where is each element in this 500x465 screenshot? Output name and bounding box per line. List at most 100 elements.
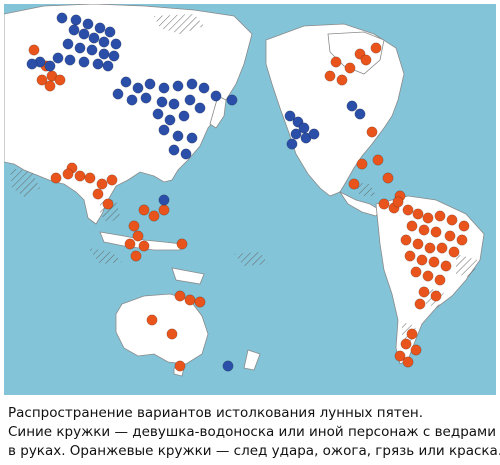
hatch-brazil: [456, 254, 478, 278]
orange-marker-53: [418, 224, 430, 236]
orange-marker-62: [404, 250, 416, 262]
orange-marker-10: [50, 172, 62, 184]
orange-marker-54: [430, 226, 442, 238]
world-map: [4, 4, 496, 395]
orange-marker-44: [378, 198, 390, 210]
orange-marker-51: [458, 220, 470, 232]
blue-marker-41: [164, 114, 176, 126]
orange-marker-36: [324, 70, 336, 82]
blue-marker-8: [88, 32, 100, 44]
orange-marker-71: [414, 298, 426, 310]
blue-marker-56: [346, 100, 358, 112]
blue-marker-1: [56, 12, 68, 24]
orange-marker-65: [440, 260, 452, 272]
blue-marker-14: [98, 48, 110, 60]
new-zealand: [243, 349, 261, 371]
orange-marker-46: [402, 204, 414, 216]
orange-marker-21: [124, 238, 136, 250]
blue-marker-33: [112, 88, 124, 100]
orange-marker-5: [44, 80, 56, 92]
orange-marker-52: [406, 220, 418, 232]
orange-marker-76: [402, 356, 414, 368]
orange-marker-32: [344, 62, 356, 74]
blue-marker-3: [82, 18, 94, 30]
orange-marker-16: [138, 204, 150, 216]
orange-marker-73: [400, 338, 412, 350]
blue-marker-25: [132, 82, 144, 94]
japan: [209, 95, 227, 129]
orange-marker-9: [62, 168, 74, 180]
orange-marker-64: [428, 256, 440, 268]
blue-marker-7: [78, 28, 90, 40]
blue-marker-48: [158, 194, 170, 206]
blue-marker-36: [156, 96, 168, 108]
blue-marker-11: [62, 38, 74, 50]
orange-marker-15: [102, 198, 114, 210]
blue-marker-29: [186, 78, 198, 90]
orange-marker-77: [392, 196, 404, 208]
blue-marker-54: [286, 138, 298, 150]
map-canvas: [4, 4, 496, 395]
blue-marker-52: [290, 128, 302, 140]
orange-marker-6: [54, 74, 66, 86]
orange-marker-57: [400, 234, 412, 246]
orange-marker-58: [412, 238, 424, 250]
orange-marker-74: [410, 344, 422, 356]
blue-marker-5: [104, 26, 116, 38]
blue-marker-17: [64, 54, 76, 66]
blue-marker-4: [94, 22, 106, 34]
blue-marker-55: [308, 128, 320, 140]
blue-marker-32: [226, 94, 238, 106]
blue-marker-27: [158, 82, 170, 94]
blue-marker-58: [222, 360, 234, 372]
blue-marker-45: [186, 132, 198, 144]
blue-marker-49: [284, 110, 296, 122]
blue-marker-38: [184, 94, 196, 106]
hatch-mexico: [354, 182, 376, 196]
orange-marker-56: [456, 234, 468, 246]
orange-marker-47: [412, 208, 424, 220]
blue-marker-13: [86, 44, 98, 56]
orange-marker-20: [132, 230, 144, 242]
orange-marker-61: [448, 246, 460, 258]
hatch-new-guinea: [88, 248, 122, 264]
orange-marker-49: [434, 210, 446, 222]
blue-marker-30: [198, 82, 210, 94]
blue-markers: [26, 12, 366, 372]
orange-marker-41: [356, 158, 368, 170]
blue-marker-18: [78, 56, 90, 68]
blue-marker-6: [68, 24, 80, 36]
blue-marker-16: [52, 52, 64, 64]
orange-marker-66: [410, 266, 422, 278]
orange-marker-59: [424, 242, 436, 254]
orange-marker-14: [92, 188, 104, 200]
caption-line-3: в руках. Оранжевые кружки — след удара, …: [8, 443, 500, 459]
blue-marker-26: [144, 78, 156, 90]
orange-marker-37: [336, 74, 348, 86]
orange-marker-11: [84, 172, 96, 184]
blue-marker-40: [152, 108, 164, 120]
orange-marker-30: [174, 360, 186, 372]
blue-marker-2: [70, 14, 82, 26]
orange-marker-55: [444, 230, 456, 242]
orange-marker-63: [416, 254, 428, 266]
orange-marker-27: [194, 296, 206, 308]
hatch-pacific-islands: [234, 252, 268, 266]
blue-marker-35: [140, 92, 152, 104]
orange-marker-19: [128, 220, 140, 232]
orange-marker-12: [96, 178, 108, 190]
map-caption: Распространение вариантов истолкования л…: [8, 404, 500, 461]
orange-marker-26: [184, 294, 196, 306]
blue-marker-44: [172, 130, 184, 142]
orange-marker-28: [146, 314, 158, 326]
orange-marker-25: [174, 290, 186, 302]
orange-marker-67: [422, 270, 434, 282]
orange-marker-39: [372, 154, 384, 166]
orange-marker-38: [366, 126, 378, 138]
orange-marker-68: [434, 274, 446, 286]
blue-marker-37: [168, 98, 180, 110]
orange-marker-48: [422, 212, 434, 224]
hatch-arctic-russia: [154, 14, 204, 34]
blue-marker-20: [102, 60, 114, 72]
blue-marker-19: [92, 58, 104, 70]
